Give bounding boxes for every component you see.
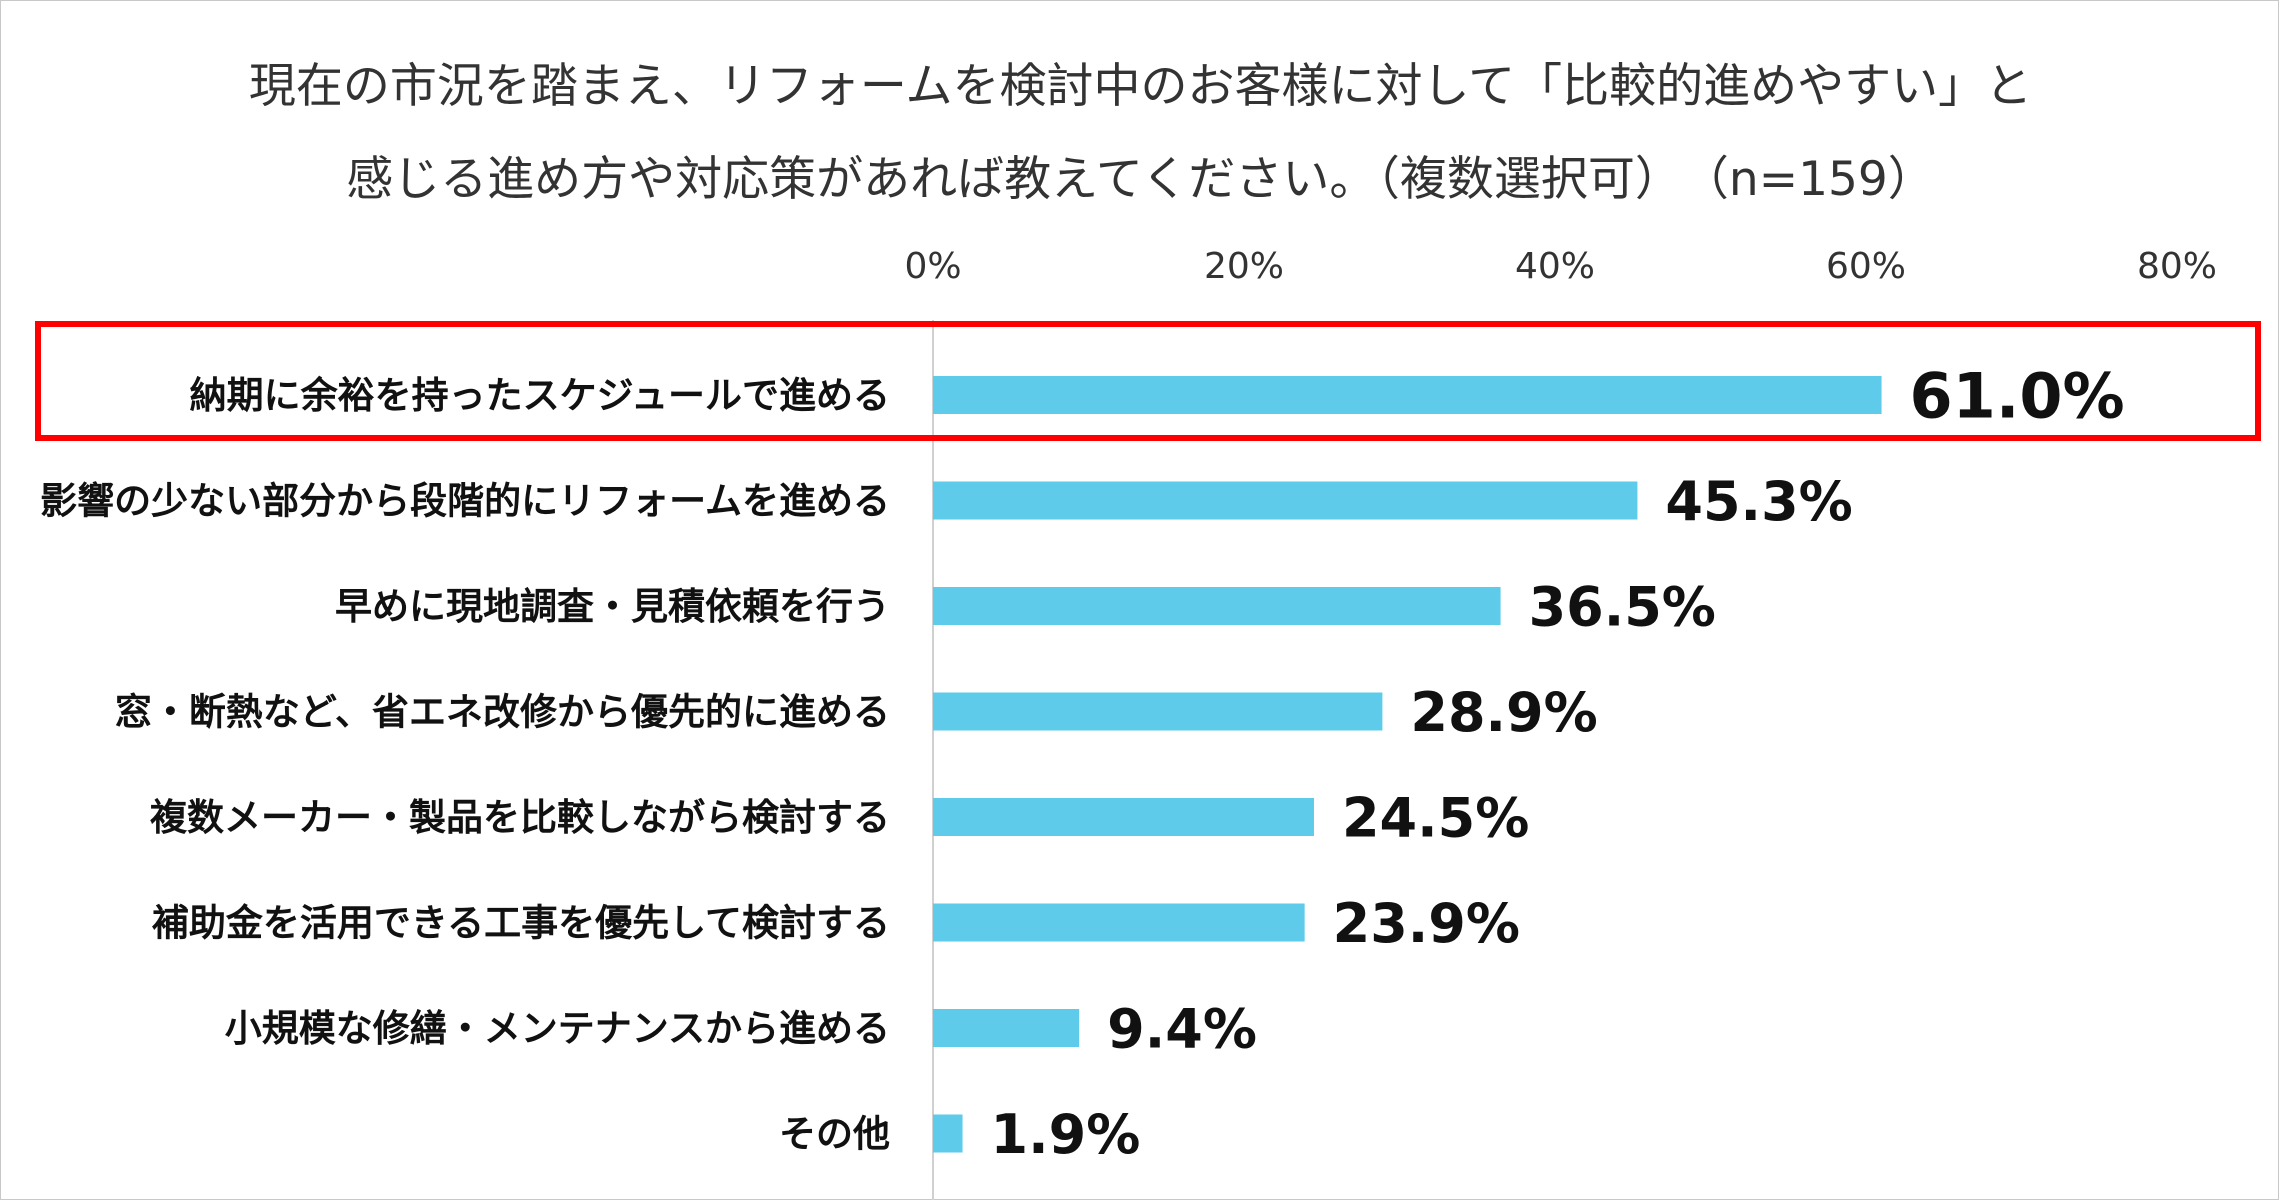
value-label: 45.3%: [1665, 470, 1852, 533]
x-tick-label: 60%: [1826, 246, 1906, 287]
value-label: 36.5%: [1529, 575, 1716, 638]
bar: [933, 481, 1638, 520]
chart-title-line-2: 感じる進め方や対応策があれば教えてください。（複数選択可） （n=159）: [346, 152, 1935, 207]
value-label: 9.4%: [1107, 997, 1257, 1060]
category-label: 小規模な修繕・メンテナンスから進める: [225, 1007, 890, 1050]
value-label: 24.5%: [1342, 786, 1529, 849]
chart-title-line-1: 現在の市況を踏まえ、リフォームを検討中のお客様に対して「比較的進めやすい」と: [248, 59, 2033, 114]
category-label: 納期に余裕を持ったスケジュールで進める: [190, 374, 890, 417]
x-tick-label: 20%: [1204, 246, 1284, 287]
bar: [933, 798, 1314, 836]
value-label: 61.0%: [1910, 359, 2125, 432]
bar: [933, 587, 1501, 625]
bar: [933, 1114, 963, 1153]
highlight-box: [35, 321, 2261, 441]
value-label: 1.9%: [991, 1103, 1141, 1166]
x-tick-label: 40%: [1515, 246, 1595, 287]
value-label: 28.9%: [1410, 681, 1597, 744]
category-label: 複数メーカー・製品を比較しながら検討する: [150, 796, 890, 839]
category-label: 補助金を活用できる工事を優先して検討する: [152, 902, 890, 945]
category-label: 影響の少ない部分から段階的にリフォームを進める: [40, 480, 890, 523]
x-tick-label: 0%: [904, 246, 961, 287]
bar: [933, 903, 1305, 942]
category-label: 窓・断熱など、省エネ改修から優先的に進める: [115, 691, 890, 734]
bar: [933, 692, 1383, 731]
category-label: その他: [779, 1113, 890, 1156]
bar: [933, 1009, 1080, 1047]
x-tick-label: 80%: [2137, 246, 2217, 287]
bar: [933, 376, 1882, 414]
category-label: 早めに現地調査・見積依頼を行う: [335, 585, 890, 628]
value-label: 23.9%: [1333, 892, 1520, 955]
